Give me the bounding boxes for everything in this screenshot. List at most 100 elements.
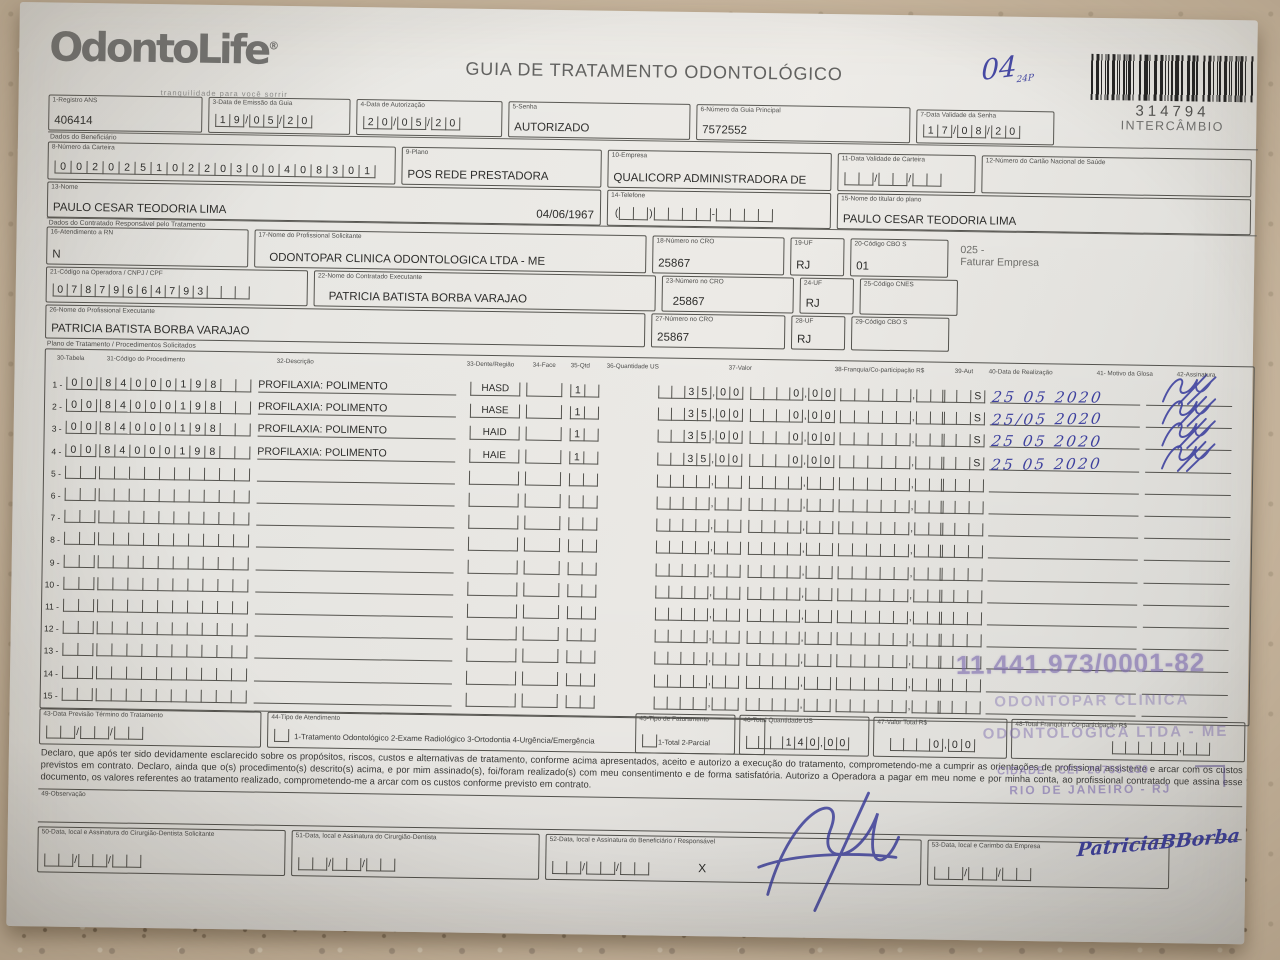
row-descricao — [253, 688, 452, 707]
field-cnes: 25-Código CNES — [859, 278, 958, 316]
odontolife-logo: OdontoLife® — [49, 24, 280, 73]
row-qtd-comb — [567, 579, 597, 598]
row-number: 9 - — [49, 557, 60, 568]
data-emissao-digits: 1 9/0 5/2 0 — [215, 109, 312, 129]
row-quantidade-us-comb: , — [656, 469, 742, 489]
col-header-face: 34-Face — [532, 361, 556, 369]
row-qtd-comb: 1 — [569, 401, 600, 420]
row-quantidade-us-comb: , — [656, 514, 742, 533]
row-face — [522, 626, 559, 642]
field-numero-carteira: 8-Número da Carteira 0 0 2 0 2 5 1 0 2 2 0 3 0 0 4 0 8 3 0 1 — [47, 141, 396, 185]
row-number: 15 - — [42, 690, 58, 701]
row-number: 3 - — [51, 423, 62, 435]
row-dente-regiao — [467, 559, 518, 575]
row-quantidade-us-comb: , — [654, 647, 740, 667]
row-aut-comb — [939, 540, 984, 559]
row-tabela-comb — [64, 461, 97, 479]
form-title: GUIA DE TRATAMENTO ODONTOLÓGICO — [465, 58, 843, 85]
row-franquia-comb: , — [840, 383, 946, 403]
row-descricao — [254, 621, 453, 640]
row-franquia-comb: , — [837, 561, 943, 581]
row-aut-comb — [940, 518, 984, 537]
row-dente-regiao — [468, 514, 519, 530]
row-qtd-comb — [568, 490, 598, 509]
row-tabela-comb — [62, 638, 94, 657]
row-dente-regiao — [466, 625, 517, 641]
col-header-motivo-glosa: 41- Motivo da Glosa — [1096, 370, 1154, 378]
assinatura-dentista-date-digits: / / — [298, 852, 395, 872]
col-header-quantidade-us: 36-Quantidade US — [606, 362, 659, 371]
row-number: 4 - — [51, 446, 62, 457]
row-qtd-comb: 1 — [569, 446, 599, 465]
col-header-data-realizacao: 40-Data de Realização — [988, 368, 1053, 377]
row-data-realizacao-line — [987, 585, 1138, 606]
row-signature-line — [1143, 543, 1231, 563]
row-codigo-comb — [98, 483, 250, 504]
row-signature-line — [1145, 396, 1233, 430]
row-signature-line — [1142, 654, 1229, 674]
row-data-realizacao-line: 25 05 2020 — [989, 452, 1140, 474]
handwritten-date: 25 05 2020 — [990, 432, 1104, 452]
row-qtd-comb — [568, 468, 599, 487]
field-cbo-executante: 29-Código CBO S — [850, 316, 950, 352]
col-header-franquia: 38-Franquia/Co-participação R$ — [834, 366, 925, 375]
row-valor-comb: , — [745, 670, 831, 690]
field-senha: 5-Senha AUTORIZADO — [508, 101, 691, 140]
row-face — [526, 382, 563, 398]
row-aut-comb: S — [941, 451, 985, 470]
handwritten-sheet-number: 0424P — [981, 49, 1034, 88]
row-tabela-comb — [64, 483, 96, 502]
row-aut-comb — [940, 474, 985, 493]
field-empresa: 10-Empresa QUALICORP ADMINISTRADORA DE — [607, 149, 832, 192]
col-header-qtd: 35-Qtd — [570, 362, 590, 370]
tipo-atendimento-options: 1-Tratamento Odontológico 2-Exame Radiol… — [294, 732, 595, 746]
row-number: 1 - — [52, 379, 63, 390]
row-codigo-comb — [97, 528, 250, 548]
row-valor-comb: , — [745, 693, 831, 712]
row-quantidade-us-comb: , — [655, 558, 741, 578]
row-signature-line — [1146, 373, 1233, 408]
row-aut-comb — [938, 629, 982, 648]
row-number: 13 - — [43, 645, 59, 657]
field-cbo-solicitante: 20-Código CBO S 01 — [850, 238, 949, 278]
handwritten-date: 25/05 2020 — [990, 409, 1105, 430]
field-previsao-termino: 43-Data Previsão Término do Tratamento /… — [38, 708, 262, 748]
row-face — [523, 537, 561, 553]
row-number: 12 - — [43, 623, 59, 634]
row-descricao — [256, 466, 456, 485]
row-valor-comb: , — [747, 582, 833, 601]
row-aut-comb — [937, 695, 981, 715]
row-descricao — [255, 555, 454, 574]
row-face — [521, 693, 558, 708]
row-signature-line — [1144, 476, 1232, 496]
row-tabela-comb — [64, 505, 96, 524]
row-descricao — [253, 666, 453, 685]
row-signature-line — [1142, 609, 1230, 630]
row-franquia-comb: , — [839, 450, 945, 470]
row-data-realizacao-line: 25 05 2020 — [989, 429, 1140, 452]
field-telefone: 14-Telefone( ) - — [606, 189, 832, 230]
row-qtd-comb — [566, 601, 597, 620]
row-number: 14 - — [43, 668, 59, 679]
row-codigo-comb — [98, 461, 251, 482]
row-franquia-comb: , — [836, 627, 942, 647]
row-signature-line — [1141, 676, 1229, 696]
row-descricao — [254, 643, 453, 662]
field-validade-senha: 7-Data Validade da Senha 1 7/0 8/2 0 — [916, 109, 1055, 146]
row-qtd-comb: 1 — [570, 379, 600, 398]
row-qtd-comb — [568, 512, 598, 531]
row-valor-comb: , — [746, 626, 832, 646]
row-data-realizacao-line — [987, 563, 1138, 584]
row-valor-comb: , — [746, 648, 832, 668]
row-valor-comb: , — [748, 493, 834, 513]
logo-text: OdontoLife — [48, 24, 269, 74]
field-uf-profissional-executante: 28-UF RJ — [790, 315, 846, 351]
